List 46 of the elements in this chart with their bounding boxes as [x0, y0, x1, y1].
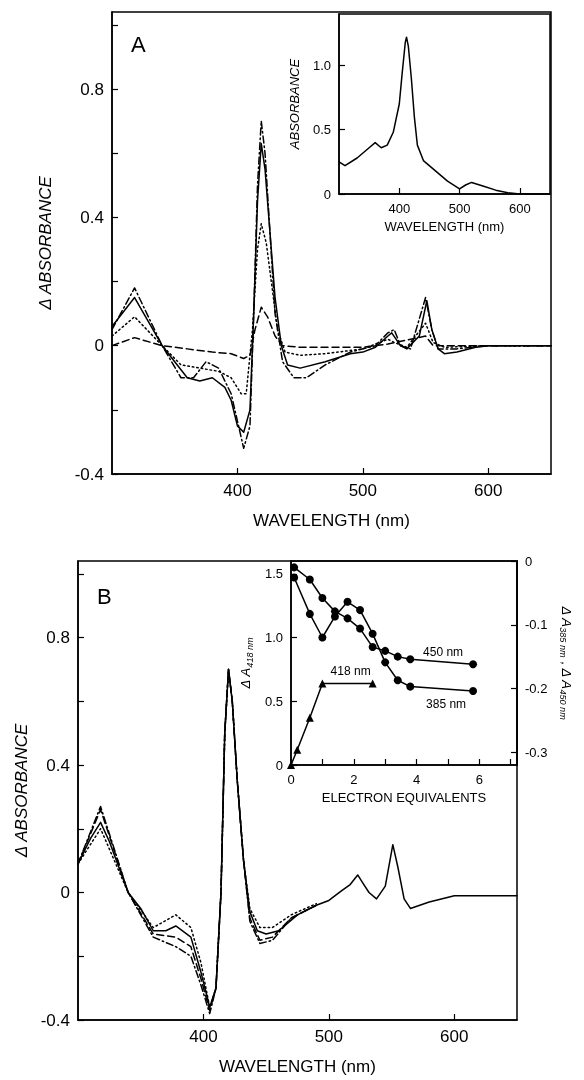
y2-tick-label: 0 — [525, 553, 533, 569]
y2-tick-label: -0.1 — [525, 617, 548, 633]
x-axis-title: WAVELENGTH (nm) — [219, 1057, 376, 1076]
x-tick-label: 400 — [223, 481, 252, 500]
y-tick-label: 0.5 — [312, 122, 331, 138]
x-tick-label: 0 — [287, 772, 295, 787]
y2-tick-label: -0.2 — [525, 681, 548, 696]
annotation: A — [131, 31, 146, 57]
x-axis-title: WAVELENGTH (nm) — [384, 218, 505, 234]
y-tick-label: 0 — [60, 883, 70, 902]
series-label: 418 nm — [330, 664, 371, 679]
x-tick-label: 500 — [348, 481, 378, 500]
y-tick-label: 0 — [275, 757, 283, 773]
y-tick-label: 0.8 — [80, 79, 104, 99]
y-axis-title: ABSORBANCE — [287, 58, 302, 151]
x-axis-title: WAVELENGTH (nm) — [253, 511, 410, 530]
x-axis-title: ELECTRON EQUIVALENTS — [321, 789, 487, 805]
y-tick-label: 0.4 — [80, 207, 104, 227]
x-tick-label: 500 — [314, 1027, 344, 1046]
x-tick-label: 600 — [509, 201, 531, 216]
x-tick-label: 600 — [440, 1027, 469, 1046]
y2-axis-title: Δ A385 nm , Δ A450 nm — [557, 605, 575, 721]
y-tick-label: 0 — [94, 336, 104, 356]
x-tick-label: 500 — [448, 201, 471, 216]
x-tick-label: 600 — [474, 481, 503, 500]
x-tick-label: 4 — [412, 772, 421, 787]
y-tick-label: 1.0 — [264, 630, 283, 645]
y-axis-title: Δ ABSORBANCE — [11, 723, 31, 859]
y-tick-label: 0.8 — [46, 628, 70, 647]
series-label: 385 nm — [426, 697, 467, 712]
x-tick-label: 400 — [189, 1027, 218, 1046]
x-tick-label: 6 — [475, 772, 483, 787]
y-tick-label: 0 — [323, 186, 331, 202]
y-axis-title: Δ A418 nm — [238, 636, 255, 690]
series-label: 450 nm — [423, 645, 464, 660]
y-tick-label: 1.0 — [312, 57, 331, 73]
y-tick-label: 0.4 — [46, 755, 70, 775]
x-tick-label: 400 — [388, 201, 411, 216]
x-tick-label: 2 — [350, 772, 358, 787]
y2-tick-label: -0.3 — [525, 744, 548, 760]
y-tick-label: 1.5 — [264, 566, 283, 582]
annotation: B — [97, 583, 112, 609]
y-tick-label: -0.4 — [40, 1010, 70, 1030]
y-tick-label: 0.5 — [264, 693, 283, 709]
y-tick-label: -0.4 — [74, 464, 104, 484]
y-axis-title: Δ ABSORBANCE — [36, 175, 55, 311]
